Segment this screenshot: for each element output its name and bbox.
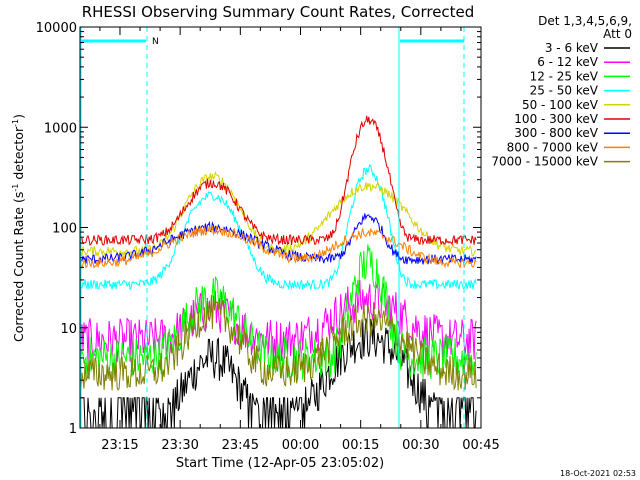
x-axis: 23:15 23:30 23:45 00:00 00:15 00:30 00:45 <box>99 27 500 453</box>
x-tick-label: 23:45 <box>222 438 259 453</box>
series-line <box>79 295 477 391</box>
timestamp: 18-Oct-2021 02:53 <box>560 469 636 478</box>
y-axis-label-part1: Corrected Count Rate (s <box>11 192 26 342</box>
x-axis-label: Start Time (12-Apr-05 23:05:02) <box>176 456 384 471</box>
legend-entry-label: 12 - 25 keV <box>530 69 599 83</box>
series-line <box>79 225 477 269</box>
legend-entry-label: 800 - 7000 keV <box>507 140 599 154</box>
y-tick-label: 10 <box>60 322 77 337</box>
series-line <box>79 213 477 266</box>
series-line <box>79 115 477 246</box>
y-axis-label-sup1: -1 <box>11 184 20 192</box>
x-tick-label: 00:15 <box>342 438 379 453</box>
x-tick-label: 00:00 <box>282 438 319 453</box>
legend-entry-label: 300 - 800 keV <box>514 126 598 140</box>
flag-label: N <box>152 37 159 47</box>
x-tick-label: 23:15 <box>101 438 138 453</box>
series-line <box>79 163 477 291</box>
x-tick-label: 23:30 <box>161 438 198 453</box>
legend-entry-label: 100 - 300 keV <box>514 112 598 126</box>
flag-overlays: N <box>80 27 465 428</box>
legend-entry-label: 7000 - 15000 keV <box>491 155 598 169</box>
y-axis-label-part3: ) <box>11 114 26 119</box>
y-axis-label-part2: detector <box>11 126 26 184</box>
y-tick-label: 1 <box>69 422 77 437</box>
chart-title: RHESSI Observing Summary Count Rates, Co… <box>82 3 475 21</box>
series-line <box>79 317 477 429</box>
y-tick-label: 1000 <box>44 121 77 136</box>
legend-entry-label: 6 - 12 keV <box>537 55 599 69</box>
y-tick-label: 100 <box>52 222 77 237</box>
series-line <box>79 244 477 380</box>
x-tick-label: 00:30 <box>402 438 439 453</box>
y-axis: 1 10 100 1000 10000 <box>36 21 481 437</box>
legend-header-line2: Att 0 <box>603 27 632 41</box>
legend-entry-label: 25 - 50 keV <box>530 84 599 98</box>
y-axis-label-sup2: -1 <box>11 119 20 127</box>
legend-entry-label: 50 - 100 keV <box>522 98 599 112</box>
series-traces <box>79 115 477 429</box>
y-axis-label: Corrected Count Rate (s-1 detector-1) <box>11 114 26 342</box>
x-tick-label: 00:45 <box>462 438 499 453</box>
y-tick-label: 10000 <box>36 21 77 36</box>
legend-entry-label: 3 - 6 keV <box>545 41 599 55</box>
legend-header-line1: Det 1,3,4,5,6,9, <box>538 14 632 28</box>
